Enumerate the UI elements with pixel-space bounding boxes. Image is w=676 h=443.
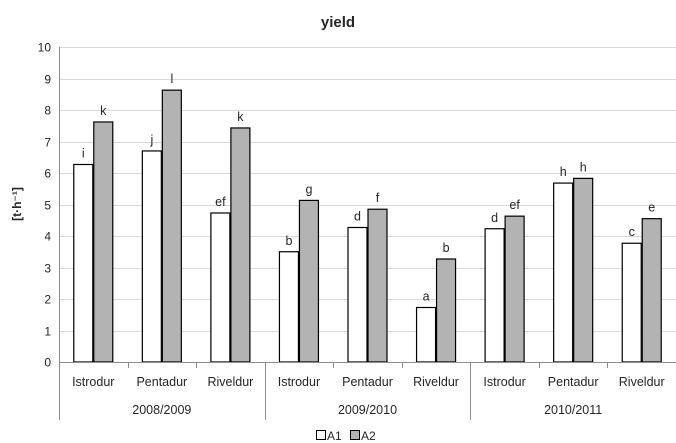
legend-swatch-A2	[350, 430, 360, 440]
data-label: d	[491, 211, 498, 225]
bar-A2	[367, 208, 388, 363]
y-tick-label: 4	[44, 230, 51, 244]
category-label: Pentadur	[342, 375, 393, 389]
y-tick-label: 10	[38, 41, 52, 55]
bar-A1	[347, 226, 368, 363]
y-tick-label: 5	[44, 199, 51, 213]
bar-A1	[415, 306, 437, 363]
y-tick-label: 8	[44, 104, 51, 118]
y-tick-label: 2	[44, 293, 51, 307]
bar-A2	[298, 199, 320, 363]
y-axis-label: [t·h⁻¹]	[10, 187, 24, 221]
bar-A2	[93, 121, 114, 363]
data-labels: i j ef b d a d h c k l k g f b ef h e	[82, 72, 655, 303]
bars	[73, 89, 662, 363]
category-label: Istrodur	[278, 375, 320, 389]
y-tick-label: 0	[44, 356, 51, 370]
data-label: g	[305, 182, 312, 196]
legend-label: A1	[327, 429, 342, 443]
bar-A1	[210, 212, 231, 363]
y-tick-label: 7	[44, 136, 51, 150]
group-label: 2008/2009	[132, 403, 191, 417]
data-label: l	[170, 72, 173, 86]
bar-A2	[504, 215, 525, 363]
data-label: k	[100, 104, 107, 118]
bar-A1	[278, 251, 300, 363]
data-label: b	[443, 241, 450, 255]
data-label: j	[149, 133, 153, 147]
data-label: i	[82, 146, 85, 160]
data-label: h	[580, 160, 587, 174]
bar-A1	[553, 182, 574, 363]
legend-label: A2	[361, 429, 376, 443]
y-tick-label: 6	[44, 167, 51, 181]
legend-swatch-A1	[316, 430, 326, 440]
data-label: d	[354, 209, 361, 223]
y-axis-ticks: 0 1 2 3 4 5 6 7 8 9 10	[38, 41, 52, 370]
category-label: Istrodur	[483, 375, 525, 389]
y-tick-label: 9	[44, 73, 51, 87]
data-label: b	[285, 234, 292, 248]
data-label: a	[423, 290, 430, 304]
y-tick-label: 3	[44, 262, 51, 276]
data-label: k	[237, 110, 244, 124]
bar-A1	[484, 228, 505, 363]
data-label: e	[648, 201, 655, 215]
group-label: 2009/2010	[338, 403, 397, 417]
bar-A1	[141, 150, 162, 363]
bar-A2	[641, 218, 662, 363]
data-label: h	[560, 165, 567, 179]
bar-A1	[73, 163, 94, 363]
group-label: 2010/2011	[544, 403, 602, 417]
bar-A2	[230, 127, 251, 363]
data-label: ef	[509, 198, 520, 212]
bar-A2	[573, 177, 594, 363]
bar-A2	[435, 258, 457, 363]
legend: A1 A2	[316, 429, 376, 443]
category-label: Riveldur	[207, 375, 253, 389]
category-label: Pentadur	[136, 375, 187, 389]
data-label: ef	[215, 195, 226, 209]
y-tick-label: 1	[44, 325, 51, 339]
category-label: Istrodur	[72, 375, 114, 389]
category-label: Riveldur	[413, 375, 459, 389]
data-label: c	[629, 225, 635, 239]
bar-A2	[161, 89, 182, 363]
category-label: Riveldur	[619, 375, 665, 389]
category-label: Pentadur	[548, 375, 599, 389]
data-label: f	[376, 191, 380, 205]
bar-A1	[621, 242, 642, 363]
x-axis: 2008/2009 2009/2010 2010/2011 Istrodur Penta…	[59, 47, 676, 420]
chart-title: yield	[321, 14, 355, 31]
